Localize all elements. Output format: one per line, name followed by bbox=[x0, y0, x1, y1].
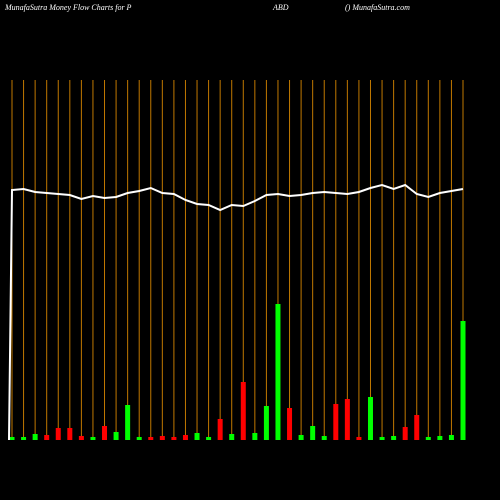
bar bbox=[298, 435, 304, 440]
bar bbox=[102, 426, 108, 440]
bar bbox=[356, 437, 362, 440]
chart-title: MunafaSutra Money Flow Charts for P bbox=[4, 3, 132, 12]
bar bbox=[182, 435, 188, 440]
bar bbox=[159, 436, 165, 440]
bar bbox=[240, 382, 246, 440]
bar bbox=[32, 434, 38, 440]
bar bbox=[344, 399, 350, 440]
bar bbox=[460, 321, 466, 440]
bar bbox=[125, 405, 131, 440]
bar bbox=[90, 437, 96, 440]
bar bbox=[275, 304, 281, 440]
bar bbox=[448, 435, 454, 440]
line bbox=[8, 183, 464, 441]
bar bbox=[321, 436, 327, 440]
bar bbox=[206, 437, 212, 440]
bar bbox=[263, 406, 269, 440]
bar bbox=[333, 404, 339, 440]
bar bbox=[391, 436, 397, 440]
bar bbox=[21, 437, 27, 440]
bar bbox=[425, 437, 431, 440]
bar bbox=[9, 437, 15, 440]
bar bbox=[171, 437, 177, 440]
bar bbox=[379, 437, 385, 440]
bar bbox=[367, 397, 373, 440]
bar bbox=[402, 427, 408, 440]
bar bbox=[414, 415, 420, 440]
bar bbox=[55, 428, 61, 440]
bar bbox=[113, 432, 119, 440]
bar bbox=[67, 428, 73, 440]
bar bbox=[78, 436, 84, 440]
bar bbox=[44, 435, 50, 440]
bar bbox=[252, 433, 258, 440]
bar bbox=[148, 437, 154, 440]
bar bbox=[217, 419, 223, 440]
bar bbox=[136, 437, 142, 440]
bar bbox=[310, 426, 316, 440]
chart-title: () MunafaSutra.com bbox=[345, 3, 410, 12]
chart-title: ABD bbox=[272, 3, 289, 12]
bar bbox=[229, 434, 235, 440]
bar bbox=[287, 408, 293, 440]
bar bbox=[194, 433, 200, 440]
bar bbox=[437, 436, 443, 440]
